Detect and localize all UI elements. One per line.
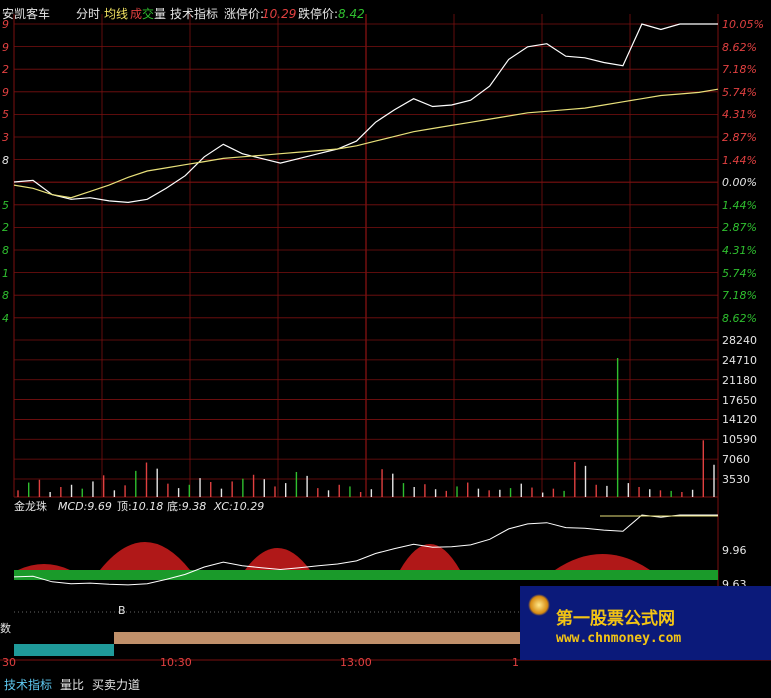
volume-axis-label: 10590 [722,433,757,447]
price-axis-left-label: 2 [2,221,9,235]
indicator-bottom-label: 底: [167,500,182,513]
price-axis-label: 1.44% [722,198,757,212]
indicator-top-value: 10.18 [131,500,164,513]
price-axis-left-label: 3 [2,131,9,144]
indicator-name[interactable]: 金龙珠 [14,500,47,513]
status-bar-tan [114,632,520,644]
price-line [13,23,718,204]
indicator-red-hump [400,544,460,570]
price-axis-label: 5.74% [722,266,757,280]
tech-indicator-label[interactable]: 技术指标 [170,7,219,21]
indicator-xc-value: 10.29 [232,500,265,513]
price-axis-left-label: 5 [2,198,9,212]
volume-axis-label: 21180 [722,373,757,387]
indicator-xc-label: XC: [214,500,233,513]
price-axis-left-label: 8 [2,153,9,167]
price-axis-label: 4.31% [722,244,757,257]
indicator-mcd: MCD:9.69 [58,500,112,513]
price-axis-label: 10.05% [722,18,764,31]
price-axis-label: 8.62% [722,311,757,325]
time-label-2: 10:30 [160,656,192,669]
volume-axis-label: 17650 [722,393,757,407]
price-axis-label: 1.44% [722,153,757,167]
time-label-4: 1 [512,656,519,669]
indicator-top: 顶:10.18 [117,500,163,513]
time-label-1: 30 [2,656,16,669]
indicator-mcd-label: MCD: [58,500,88,513]
price-lines [13,23,719,204]
price-axis-label: 8.62% [722,40,757,54]
indicator-red-hump [245,548,310,570]
indicator-bottom: 底:9.38 [167,500,206,513]
price-axis-left-label: 1 [2,266,9,280]
indicator-left-char: 数 [0,622,11,635]
indicator-mcd-value: 9.69 [87,500,112,513]
price-axis-left-label: 8 [2,289,9,303]
price-axis-left-label: 9 [2,18,9,31]
volume-axis-label: 3530 [722,473,750,486]
volume-axis-label: 28240 [722,334,757,347]
avg-line-label[interactable]: 均线 [104,7,129,21]
indicator-red-hump [100,542,190,570]
indicator-bottom-value: 9.38 [181,500,207,513]
volume-label-a: 成 [130,7,143,21]
price-axis-left-label: 5 [2,108,9,122]
mode-label[interactable]: 分时 [76,7,101,21]
price-axis-label: 2.87% [722,221,757,235]
price-axis-left-label: 2 [2,63,9,77]
indicator-red-hump [555,554,650,570]
logo-icon [528,594,550,616]
price-axis-label: 0.00% [722,176,757,190]
limit-up-value: 10.29 [262,7,297,21]
price-axis-label: 7.18% [722,63,757,77]
price-axis-left-label: 4 [2,311,9,325]
watermark-title: 第一股票公式网 [556,609,675,629]
volume-label-c: 量 [154,7,167,21]
volume-axis-label: 7060 [722,453,750,467]
status-bar-cyan [14,644,114,656]
limit-down-value: 8.42 [338,7,365,21]
price-axis-left-label: 8 [2,244,9,257]
indicator-top-label: 顶: [117,500,132,513]
indicator-axis-label-1: 9.96 [722,544,747,557]
price-axis-label: 5.74% [722,85,757,99]
price-axis-left-label: 9 [2,85,9,99]
tab-tech-indicator[interactable]: 技术指标 [4,678,53,692]
watermark-logo: 第一股票公式网 www.chnmoney.com [520,586,771,660]
volume-bars [17,358,715,497]
tab-volume-ratio[interactable]: 量比 [60,678,85,692]
indicator-line [13,514,718,586]
time-label-3: 13:00 [340,656,372,669]
indicator-green-dip [480,570,560,578]
limit-down-label: 跌停价: [298,7,339,21]
limit-up-label: 涨停价: [224,7,265,21]
volume-axis-label: 14120 [722,413,757,427]
price-axis-label: 4.31% [722,108,757,122]
volume-label[interactable]: 成交量 [130,6,166,22]
price-axis-left-label: 9 [2,40,9,54]
tab-buy-sell-force[interactable]: 买卖力道 [92,678,141,692]
price-axis-label: 2.87% [722,131,757,144]
indicator-areas [14,542,718,580]
chart-grid [0,14,771,661]
watermark-url: www.chnmoney.com [556,631,682,646]
indicator-red-hump [18,564,70,570]
volume-axis-label: 24710 [722,353,757,367]
indicator-green-dip [310,570,400,580]
marker-b: B [118,604,126,617]
indicator-lines [13,514,718,656]
indicator-xc: XC:10.29 [214,500,264,513]
price-axis-label: 7.18% [722,289,757,303]
avg-line [13,88,719,199]
volume-label-b: 交 [142,7,155,21]
